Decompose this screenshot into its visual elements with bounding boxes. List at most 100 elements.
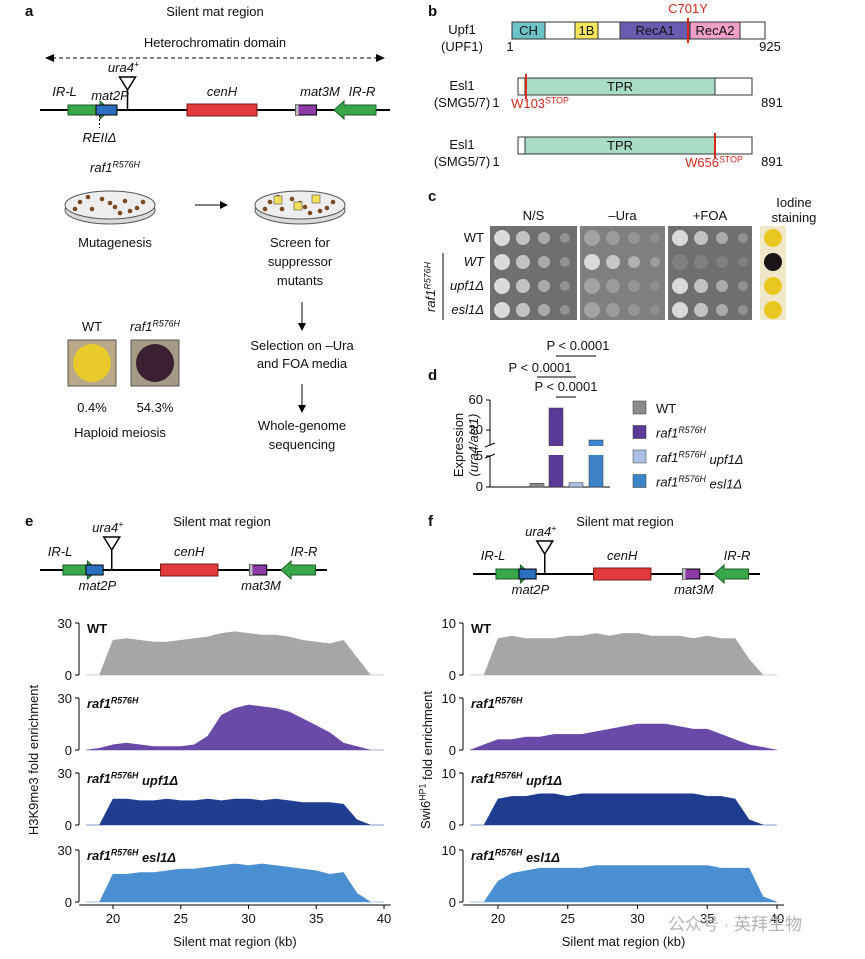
arrow-head (298, 405, 306, 413)
chart-title: Silent mat region (173, 514, 271, 529)
text-part: R576H (678, 425, 706, 435)
map-label: IR-L (48, 544, 73, 559)
protein-name: Esl1 (449, 137, 474, 152)
text-part: raf1 (130, 319, 152, 334)
text-part: R576H (111, 771, 139, 781)
yeast-spot (516, 279, 530, 293)
yeast-spot (716, 280, 728, 292)
y-tick-label: 30 (58, 691, 72, 706)
yeast-spot (584, 302, 600, 318)
y-tick-label: 0 (449, 895, 456, 910)
yeast-spot (584, 278, 600, 294)
yeast-spot (560, 281, 570, 291)
domain-label: RecA1 (635, 23, 674, 38)
y-tick-label: 0 (449, 668, 456, 683)
map-label: IR-L (52, 84, 77, 99)
track-label: raf1R576H upf1Δ (471, 771, 562, 789)
ir-r-element (280, 559, 317, 581)
colony (117, 210, 123, 216)
text-part: R576H (495, 696, 523, 706)
map-label: mat3M (300, 84, 340, 99)
text-part: Swi6 (418, 801, 433, 829)
residue-label: 1 (506, 39, 513, 54)
text-part: WT (471, 621, 491, 636)
yeast-spot (628, 256, 640, 268)
x-tick-label: 35 (700, 911, 714, 926)
legend-swatch (632, 474, 647, 488)
colony (107, 200, 113, 206)
yeast-spot (560, 233, 570, 243)
mat2p-box (85, 564, 104, 576)
enrichment-track (470, 865, 778, 903)
yeast-spot (628, 232, 640, 244)
text-part: raf1 (87, 696, 111, 711)
iodine-spot (136, 344, 174, 382)
y-tick-label: 30 (58, 616, 72, 631)
x-tick-label: 30 (241, 911, 255, 926)
text-part: raf1 (423, 290, 438, 312)
residue-label: 1 (492, 154, 499, 169)
colony (112, 204, 118, 210)
mat3m-edge (682, 569, 686, 579)
colony (289, 196, 295, 202)
enrichment-track (85, 863, 384, 903)
yeast-spot (650, 257, 660, 267)
map-label: IR-R (724, 548, 751, 563)
y-tick-label: 30 (58, 843, 72, 858)
y-tick-label: 0 (449, 743, 456, 758)
plate-header: staining (772, 210, 817, 225)
protein-name: Upf1 (448, 22, 475, 37)
map-label: REIIΔ (82, 130, 116, 145)
text-part: R576H (678, 450, 706, 460)
track-label: raf1R576H esl1Δ (87, 848, 176, 866)
step-label: and FOA media (257, 356, 348, 371)
x-tick-label: 40 (377, 911, 391, 926)
map-label: ura4+ (92, 520, 123, 535)
protein-name: Esl1 (449, 78, 474, 93)
text-part: raf1 (471, 771, 495, 786)
p-value: P < 0.0001 (534, 379, 597, 394)
suppressor-colony (311, 194, 321, 204)
yeast-spot (650, 281, 660, 291)
map-label: IR-R (291, 544, 318, 559)
domain-label: TPR (607, 138, 633, 153)
y-tick-label: 0 (449, 818, 456, 833)
ir-r-element (333, 99, 377, 121)
y-tick-label: 10 (442, 691, 456, 706)
yeast-spot (560, 257, 570, 267)
x-tick-label: 25 (561, 911, 575, 926)
plate-header: –Ura (608, 208, 637, 223)
plate-header: Iodine (776, 195, 811, 210)
protein-domain (511, 21, 546, 40)
plate-image (580, 226, 665, 320)
colony (72, 206, 78, 212)
yeast-spot (694, 303, 708, 317)
y-axis-label: Expression (451, 413, 466, 477)
yeast-spot (584, 230, 600, 246)
legend-swatch (632, 400, 647, 415)
residue-label: 891 (761, 95, 783, 110)
colony (279, 206, 285, 212)
text-part: R576H (423, 261, 433, 289)
suppressor-colony (273, 195, 283, 205)
yeast-spot (672, 278, 688, 294)
domain-label: TPR (607, 79, 633, 94)
y-tick-label: 10 (442, 766, 456, 781)
y-tick-label: 10 (442, 843, 456, 858)
chart-title: Silent mat region (576, 514, 674, 529)
yeast-spot (516, 303, 530, 317)
meiosis-label: Haploid meiosis (74, 425, 166, 440)
legend-label: raf1R576H esl1Δ (656, 474, 742, 492)
mat2p-box (95, 104, 118, 116)
domain-label: RecA2 (695, 23, 734, 38)
yeast-spot (494, 278, 510, 294)
panel-letter: e (25, 513, 33, 530)
text-part: raf1 (90, 160, 112, 175)
strain-row-label: esl1Δ (451, 302, 484, 317)
legend-label: WT (656, 401, 676, 416)
y-tick-label: 0 (65, 895, 72, 910)
sample-label: raf1R576H (130, 319, 181, 334)
colony (330, 199, 336, 205)
step-label: Mutagenesis (78, 235, 152, 250)
panel-letter: c (428, 188, 436, 205)
